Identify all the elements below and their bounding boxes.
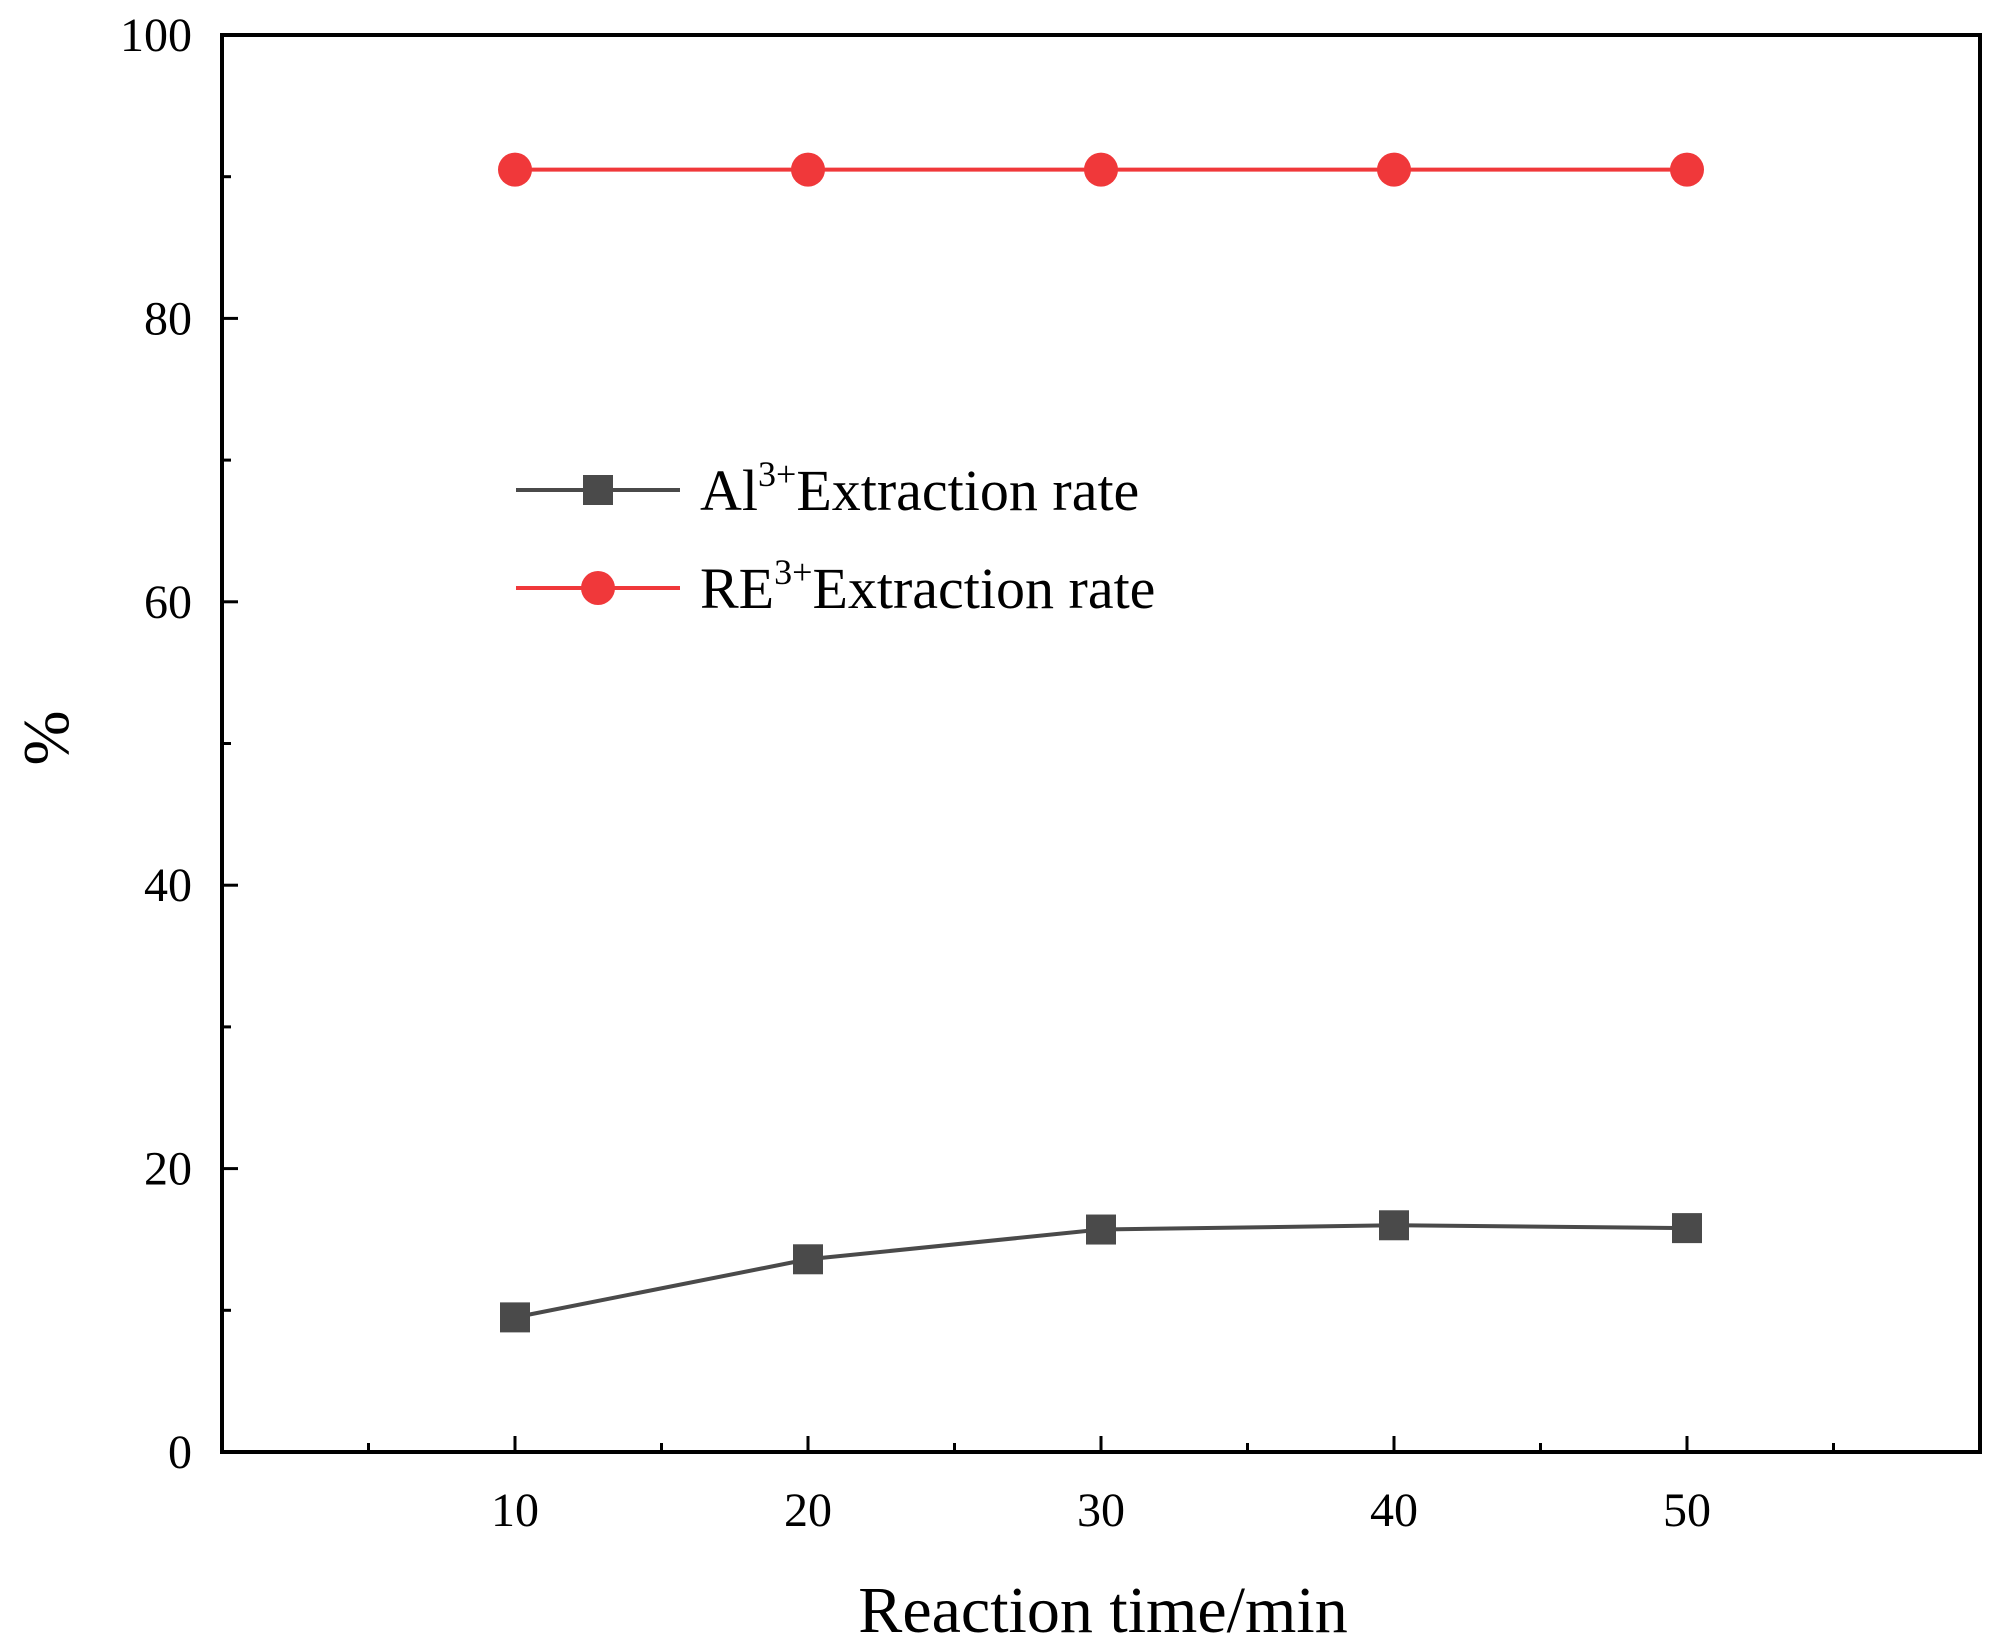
series-layer: [498, 152, 1704, 1333]
legend-label: RE3+Extraction rate: [700, 552, 1155, 621]
data-point: [791, 152, 825, 187]
series-2: [498, 152, 1704, 187]
legend-entry-2: RE3+Extraction rate: [516, 552, 1155, 621]
y-tick-label: 20: [144, 1143, 192, 1196]
data-point: [793, 1244, 823, 1275]
x-tick-label: 10: [491, 1484, 539, 1537]
legend-entry-1: Al3+Extraction rate: [516, 454, 1139, 523]
data-point: [1086, 1214, 1116, 1245]
x-axis-title: Reaction time/min: [858, 1574, 1347, 1644]
legend-label: Al3+Extraction rate: [700, 454, 1139, 523]
y-axis-title: %: [10, 711, 83, 766]
legend-marker: [581, 571, 615, 605]
axes: 0 20 40 60 80 100 10 20 30 40 50 Reaction time/min%: [10, 9, 1982, 1644]
x-tick-label: 40: [1370, 1484, 1418, 1537]
y-tick-label: 60: [144, 576, 192, 629]
data-point: [500, 1302, 530, 1333]
series-1: [500, 1210, 1702, 1333]
y-tick-label: 100: [120, 9, 192, 62]
y-tick-label: 80: [144, 292, 192, 345]
y-tick-label: 40: [144, 859, 192, 912]
data-point: [1672, 1213, 1702, 1244]
x-tick-label: 50: [1663, 1484, 1711, 1537]
data-point: [1084, 152, 1118, 187]
data-point: [1379, 1210, 1409, 1241]
data-point: [498, 152, 532, 187]
legend: Al3+Extraction rate RE3+Extraction rate: [516, 454, 1155, 621]
y-tick-label: 0: [168, 1426, 192, 1479]
x-tick-label: 30: [1077, 1484, 1125, 1537]
data-point: [1670, 152, 1704, 187]
legend-marker: [583, 475, 613, 505]
data-point: [1377, 152, 1411, 187]
x-tick-label: 20: [784, 1484, 832, 1537]
